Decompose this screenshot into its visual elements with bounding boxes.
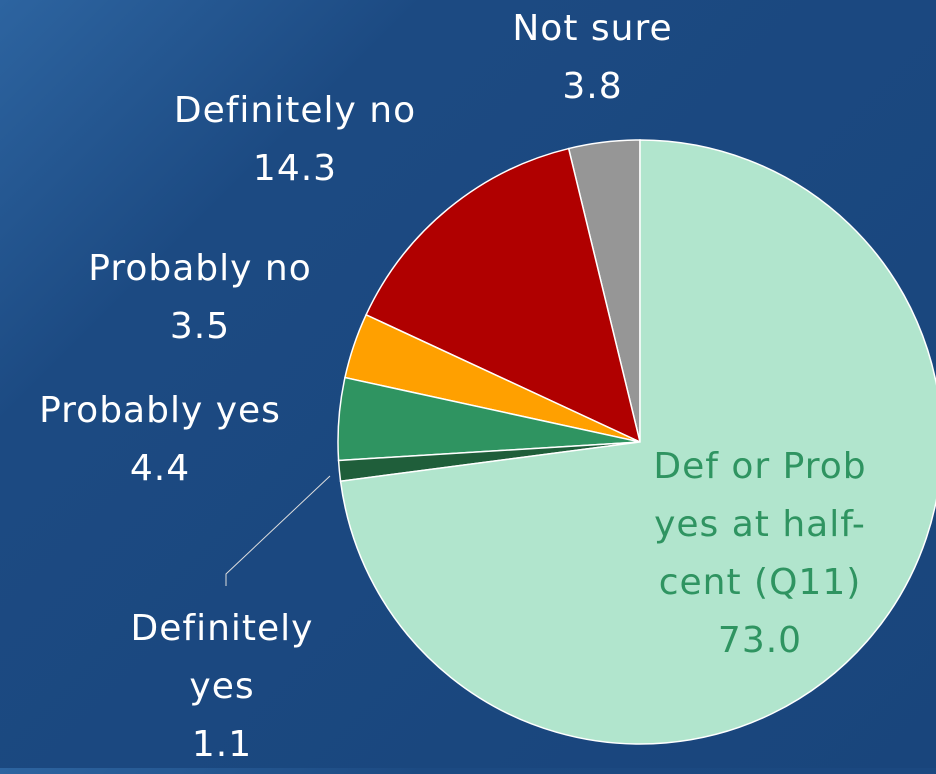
slice-label: Definitely yes 1.1 bbox=[110, 600, 334, 774]
value-label: 73.0 bbox=[717, 620, 803, 661]
value-label: 1.1 bbox=[191, 724, 253, 765]
pie-slice bbox=[339, 139, 936, 745]
category-label: Probably no bbox=[88, 248, 312, 289]
value-label: 4.4 bbox=[129, 448, 191, 489]
slice-label: Not sure 3.8 bbox=[470, 0, 715, 116]
category-label: Def or Prob yes at half-cent (Q11) bbox=[653, 446, 867, 603]
category-label: Definitely no bbox=[173, 90, 417, 131]
category-label: Probably yes bbox=[39, 390, 281, 431]
slice-label: Probably no 3.5 bbox=[50, 240, 350, 356]
slice-label: Definitely no 14.3 bbox=[130, 82, 460, 198]
category-label: Not sure bbox=[512, 8, 673, 49]
pie-slice bbox=[365, 147, 642, 444]
slice-label: Probably yes 4.4 bbox=[0, 382, 320, 498]
value-label: 14.3 bbox=[252, 148, 338, 189]
category-label: Definitely yes bbox=[130, 608, 314, 707]
value-label: 3.8 bbox=[562, 66, 623, 107]
slice-label: Def or Prob yes at half-cent (Q11) 73.0 bbox=[630, 438, 890, 670]
value-label: 3.5 bbox=[169, 306, 231, 347]
leader-line bbox=[225, 475, 331, 586]
